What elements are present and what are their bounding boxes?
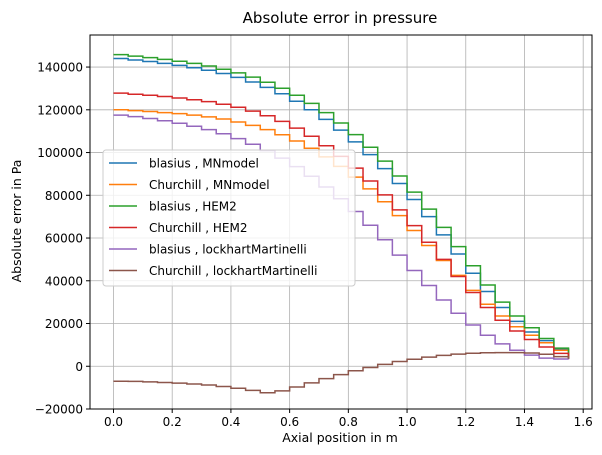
- x-tick-label: 0.6: [280, 415, 299, 429]
- legend-label: blasius , lockhartMartinelli: [149, 243, 307, 257]
- y-tick-label: 100000: [37, 146, 83, 160]
- x-tick-label: 0.2: [163, 415, 182, 429]
- legend-box: [102, 149, 356, 287]
- series-line-churchill-lockhartmartinelli: [113, 351, 570, 394]
- y-tick-label: 60000: [45, 232, 83, 246]
- y-tick-label: 140000: [37, 61, 83, 75]
- y-axis-label: Absolute error in Pa: [9, 160, 24, 283]
- series-line-blasius-hem2: [113, 53, 570, 359]
- y-tick-label: 40000: [45, 274, 83, 288]
- legend-label: Churchill , lockhartMartinelli: [149, 264, 317, 278]
- legend-label: blasius , HEM2: [149, 200, 237, 214]
- legend-label: blasius , MNmodel: [149, 157, 259, 171]
- legend-label: Churchill , HEM2: [149, 221, 248, 235]
- chart-title: Absolute error in pressure: [243, 9, 438, 27]
- y-tick-label: 120000: [37, 103, 83, 117]
- x-tick-label: 0.8: [339, 415, 358, 429]
- x-tick-label: 1.6: [574, 415, 593, 429]
- y-tick-label: 20000: [45, 317, 83, 331]
- x-tick-label: 1.0: [398, 415, 417, 429]
- x-tick-label: 1.2: [456, 415, 475, 429]
- legend-label: Churchill , MNmodel: [149, 178, 270, 192]
- y-axis-ticks: −20000 0 20000 40000 60000 80000 100000 120000 1…: [35, 61, 90, 417]
- y-tick-label: 0: [75, 360, 83, 374]
- x-axis-ticks: 0.0 0.2 0.4 0.6 0.8 1.0 1.2 1.4 1.6: [104, 409, 593, 429]
- x-tick-label: 0.4: [221, 415, 240, 429]
- x-tick-label: 0.0: [104, 415, 123, 429]
- x-tick-label: 1.4: [515, 415, 534, 429]
- legend: blasius , MNmodel Churchill , MNmodel blas…: [102, 149, 356, 287]
- x-axis-label: Axial position in m: [282, 430, 398, 445]
- plot-frame: [89, 34, 593, 410]
- y-tick-label: 80000: [45, 189, 83, 203]
- y-tick-label: −20000: [35, 403, 83, 417]
